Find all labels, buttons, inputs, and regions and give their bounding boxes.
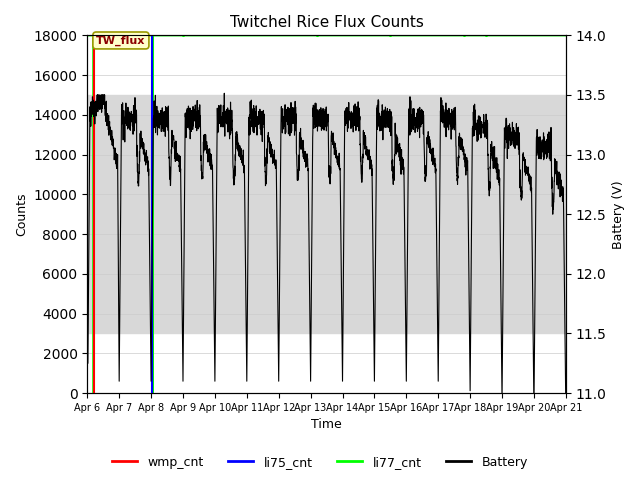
Y-axis label: Battery (V): Battery (V) bbox=[612, 180, 625, 249]
Point bbox=[101, 32, 111, 39]
Title: Twitchel Rice Flux Counts: Twitchel Rice Flux Counts bbox=[230, 15, 424, 30]
Text: TW_flux: TW_flux bbox=[96, 36, 145, 46]
Legend: wmp_cnt, li75_cnt, li77_cnt, Battery: wmp_cnt, li75_cnt, li77_cnt, Battery bbox=[107, 451, 533, 474]
Point bbox=[459, 32, 469, 39]
Point bbox=[178, 32, 188, 39]
Point bbox=[124, 32, 134, 39]
X-axis label: Time: Time bbox=[311, 419, 342, 432]
Y-axis label: Counts: Counts bbox=[15, 192, 28, 236]
Point bbox=[385, 32, 396, 39]
Bar bbox=[87, 95, 566, 334]
Point bbox=[312, 32, 322, 39]
Point bbox=[481, 32, 492, 39]
